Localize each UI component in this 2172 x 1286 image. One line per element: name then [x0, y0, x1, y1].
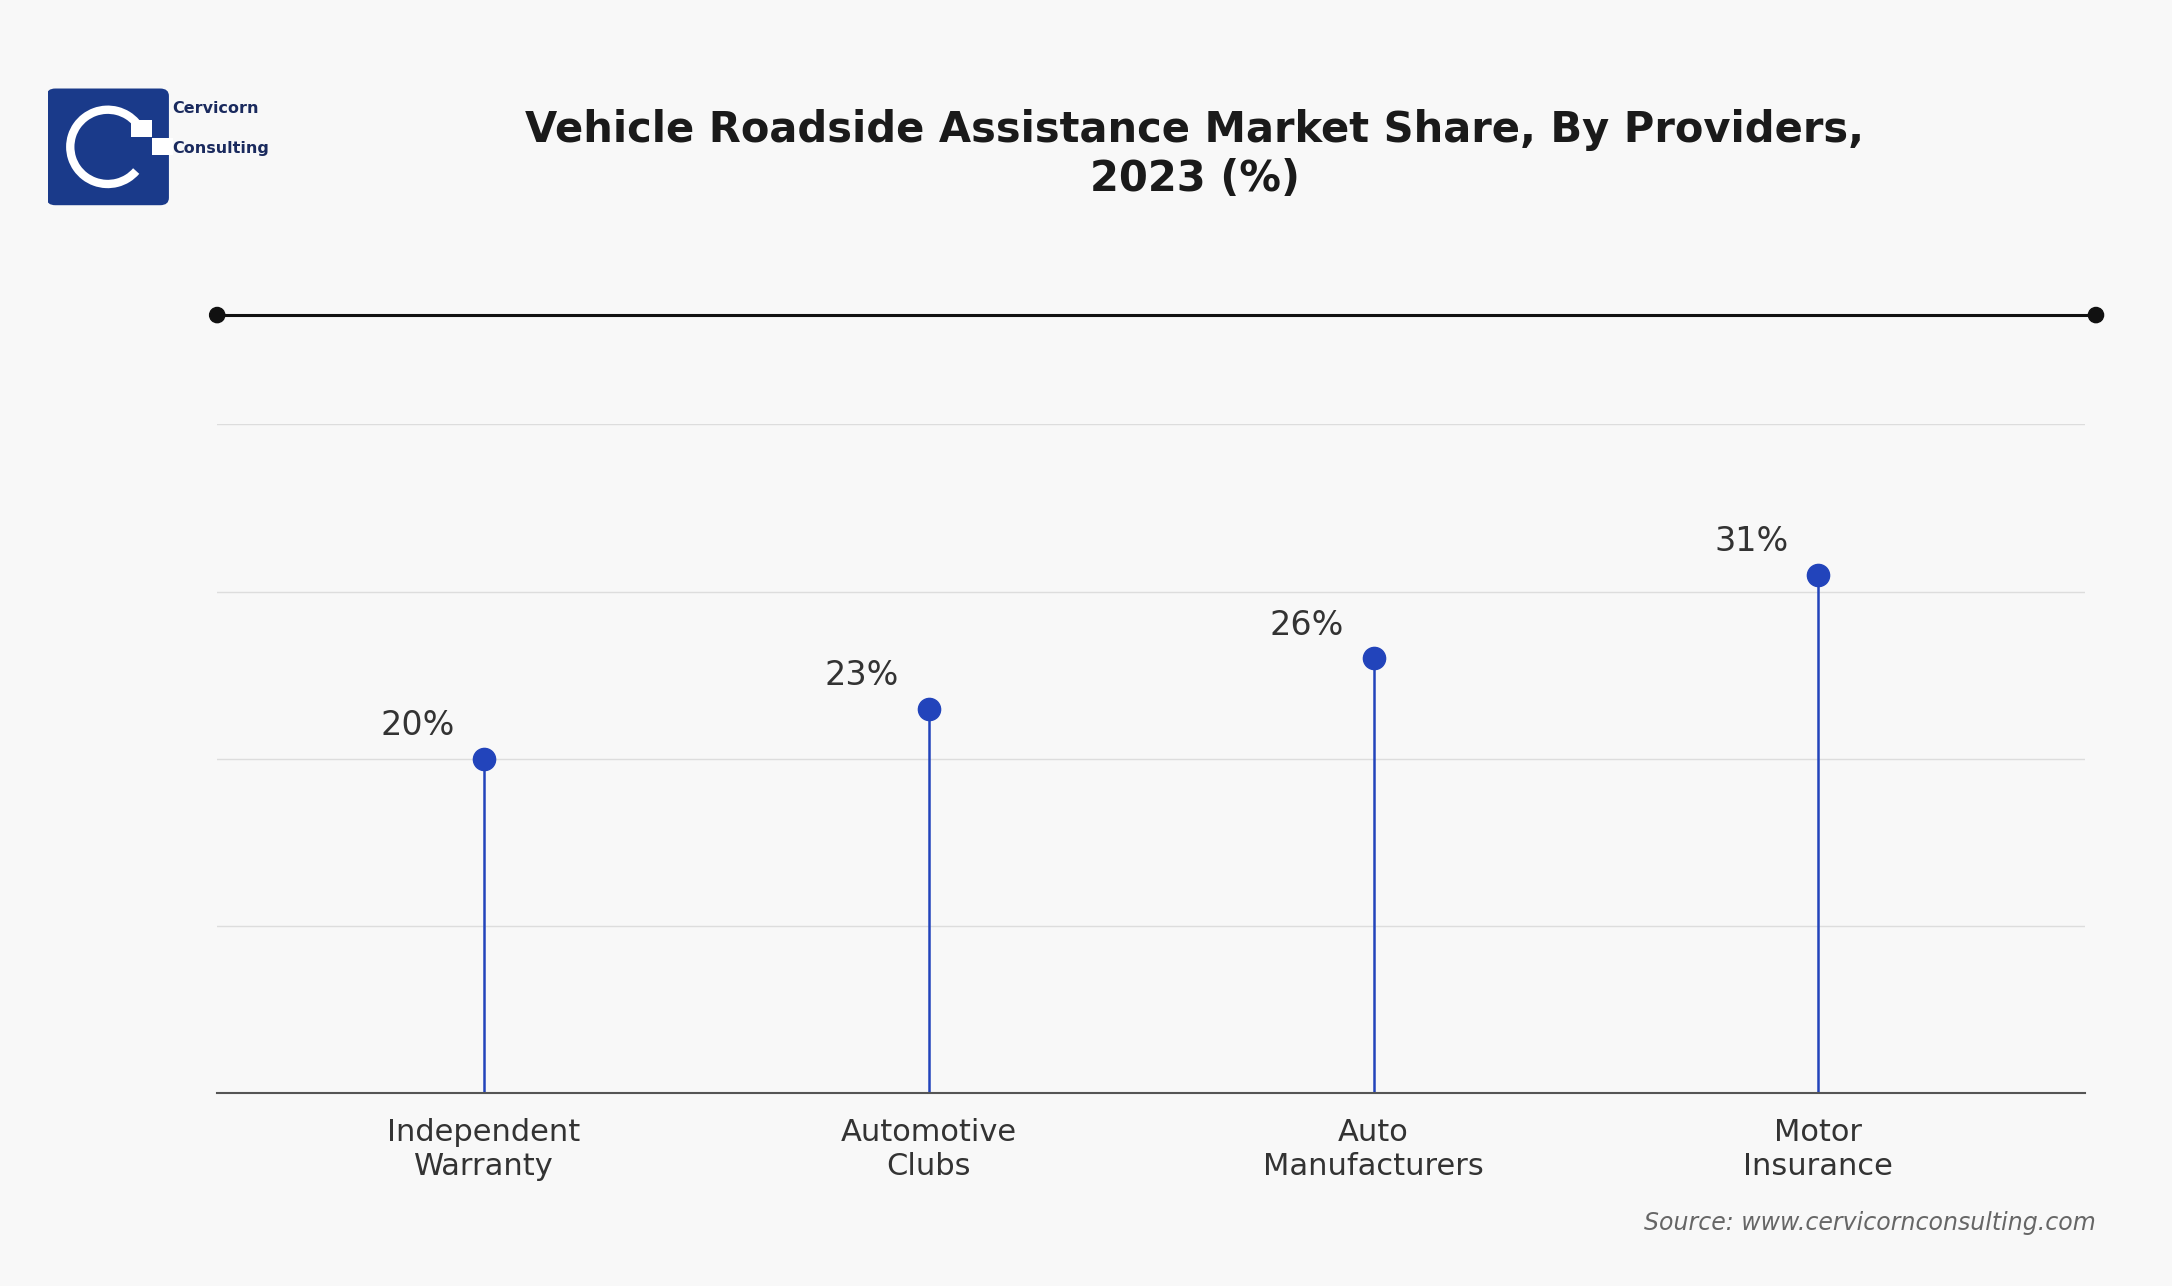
- Text: 20%: 20%: [380, 709, 454, 742]
- FancyBboxPatch shape: [132, 120, 152, 138]
- Text: 23%: 23%: [825, 658, 899, 692]
- FancyBboxPatch shape: [46, 89, 169, 206]
- FancyBboxPatch shape: [152, 138, 174, 154]
- Text: Consulting: Consulting: [174, 141, 269, 157]
- Text: Cervicorn: Cervicorn: [174, 102, 258, 116]
- Text: Vehicle Roadside Assistance Market Share, By Providers,
2023 (%): Vehicle Roadside Assistance Market Share…: [526, 109, 1864, 199]
- Text: Source: www.cervicornconsulting.com: Source: www.cervicornconsulting.com: [1644, 1210, 2096, 1235]
- Text: 31%: 31%: [1714, 525, 1790, 558]
- Text: 26%: 26%: [1271, 608, 1344, 642]
